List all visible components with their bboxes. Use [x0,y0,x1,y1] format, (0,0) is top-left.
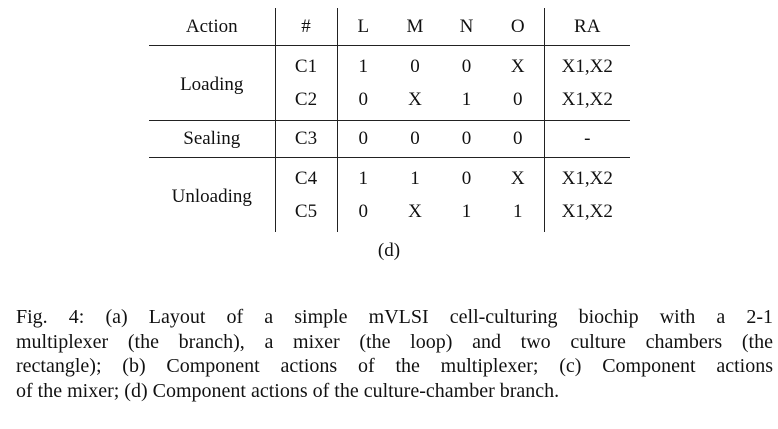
caption-line: of the mixer; (d) Component actions of t… [16,379,560,402]
table-row: C2 0 X 1 0 X1,X2 [149,83,630,121]
cell-ra: X1,X2 [561,55,613,77]
cell-ra: X1,X2 [544,157,630,195]
header-o: O [492,8,545,46]
row-id: C5 [275,195,338,232]
action-unloading: Unloading [149,157,276,232]
header-m: M [389,8,441,46]
cell-o: X [492,157,545,195]
row-id: C2 [275,83,338,121]
cell-m: 1 [389,157,441,195]
subfigure-label: (d) [377,240,401,261]
cell-o: 1 [492,195,545,232]
cell-n: 0 [461,55,472,77]
cell-o: X [492,45,545,83]
cell-l: 1 [337,157,389,195]
row-id: C4 [275,157,338,195]
cell-o: 0 [492,83,545,121]
cell-n: 1 [461,88,472,110]
cell-ra: - [544,120,630,158]
caption-line: multiplexer (the branch), a mixer (the l… [16,330,773,353]
cell-m: X [408,88,422,110]
caption-line: rectangle); (b) Component actions of the… [16,355,773,377]
table-row: Sealing C3 0 0 0 0 - [149,120,630,158]
action-sealing: Sealing [149,120,276,158]
table-row: C5 0 X 1 1 X1,X2 [149,195,630,232]
action-loading: Loading [149,45,276,121]
cell-n: 1 [461,200,472,222]
caption-line: Fig. 4: (a) Layout of a simple mVLSI cel… [16,306,773,328]
cell-l: 0 [358,200,369,222]
table-header-row: Action # L M N O RA [149,8,630,46]
component-actions-table: Action # L M N O RA Loading C1 1 0 0 X X… [149,8,630,232]
row-id: C1 [275,45,338,83]
cell-m: 0 [389,120,441,158]
table-row: Loading C1 1 0 0 X X1,X2 [149,45,630,121]
header-number: # [275,8,338,46]
cell-ra: X1,X2 [561,88,613,110]
cell-m: 0 [410,55,420,77]
header-n: N [441,8,492,46]
figure-caption: Fig. 4: (a) Layout of a simple mVLSI cel… [16,305,773,403]
cell-l: 1 [358,55,369,77]
cell-n: 0 [441,120,492,158]
cell-n: 0 [441,157,492,195]
cell-ra: X1,X2 [561,200,613,222]
cell-m: X [408,200,422,222]
table-row: Unloading C4 1 1 0 X X1,X2 [149,157,630,232]
cell-l: 0 [358,88,369,110]
header-ra: RA [544,8,630,46]
cell-l: 0 [337,120,389,158]
header-action: Action [149,8,276,46]
row-id: C3 [275,120,338,158]
header-l: L [337,8,389,46]
cell-o: 0 [492,120,545,158]
